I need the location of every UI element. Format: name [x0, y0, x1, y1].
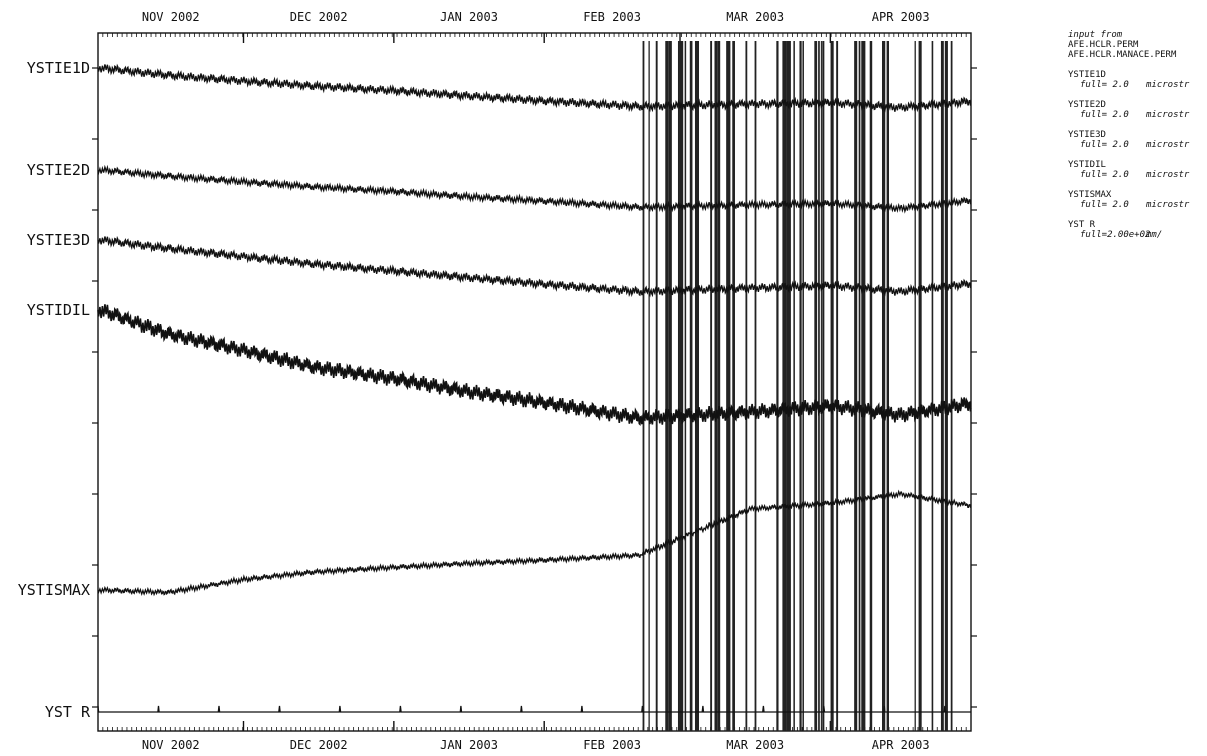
series-line-ystie3d	[97, 235, 972, 298]
legend-entry-fullscale: full= 2.0	[1080, 200, 1129, 210]
month-ticks	[97, 33, 972, 731]
legend-entry-name: YSTIE1D	[1068, 70, 1106, 80]
y-ticks	[92, 67, 977, 708]
month-label-top: JAN 2003	[440, 10, 498, 24]
legend-source-1: AFE.HCLR.PERM	[1068, 40, 1139, 50]
month-label-top: APR 2003	[872, 10, 930, 24]
legend-entry-name: YST R	[1068, 220, 1096, 230]
month-label-bottom: NOV 2002	[142, 738, 200, 752]
series-label-ystie3d: YSTIE3D	[27, 231, 90, 249]
legend-entry-name: YSTIDIL	[1068, 160, 1106, 170]
month-label-bottom: JAN 2003	[440, 738, 498, 752]
series-label-ystie2d: YSTIE2D	[27, 161, 90, 179]
legend-input-title: input from	[1068, 30, 1123, 40]
legend-entry-row: full= 2.0 microstr	[1068, 140, 1207, 150]
legend-entry-fullscale: full=2.00e+02	[1080, 230, 1151, 240]
legend-input-block: input from AFE.HCLR.PERM AFE.HCLR.MANACE…	[1068, 30, 1207, 60]
top-month-labels: NOV 2002 DEC 2002 JAN 2003 FEB 2003 MAR 2003…	[142, 10, 930, 24]
data-dropout-spikes	[642, 41, 953, 731]
legend-entry: YSTIE1D full= 2.0 microstr	[1068, 70, 1207, 90]
month-label-top: FEB 2003	[583, 10, 641, 24]
legend-entry-row: full= 2.0 microstr	[1068, 110, 1207, 120]
legend-entry: YSTISMAX full= 2.0 microstr	[1068, 190, 1207, 210]
month-label-top: DEC 2002	[290, 10, 348, 24]
month-label-top: MAR 2003	[726, 10, 784, 24]
legend-entry-unit: microstr	[1146, 140, 1190, 150]
legend-entry-fullscale: full= 2.0	[1080, 80, 1129, 90]
legend-entry-row: full=2.00e+02 mm/	[1068, 230, 1207, 240]
legend-entry-unit: microstr	[1146, 80, 1190, 90]
plot-frame	[97, 32, 972, 732]
month-label-bottom: DEC 2002	[290, 738, 348, 752]
legend-entry: YSTIDIL full= 2.0 microstr	[1068, 160, 1207, 180]
legend-entry-fullscale: full= 2.0	[1080, 140, 1129, 150]
series-labels: YSTIE1D YSTIE2D YSTIE3D YSTIDIL YSTISMAX YST …	[18, 59, 91, 721]
legend-entry-fullscale: full= 2.0	[1080, 110, 1129, 120]
legend-entry-unit: mm/	[1146, 230, 1163, 240]
legend-entry-name: YSTIE2D	[1068, 100, 1106, 110]
legend-series-list: YSTIE1D full= 2.0 microstr YSTIE2D full= 2.0…	[1068, 70, 1207, 240]
legend-entry-unit: microstr	[1146, 110, 1190, 120]
month-label-top: NOV 2002	[142, 10, 200, 24]
bottom-month-labels: NOV 2002 DEC 2002 JAN 2003 FEB 2003 MAR 2003…	[142, 738, 930, 752]
month-label-bottom: FEB 2003	[583, 738, 641, 752]
legend: input from AFE.HCLR.PERM AFE.HCLR.MANACE…	[1068, 30, 1207, 250]
series-line-yst-r	[97, 705, 971, 713]
series-line-ystie1d	[97, 63, 972, 113]
series-line-ystie2d	[97, 164, 972, 214]
legend-entry-name: YSTISMAX	[1068, 190, 1112, 200]
legend-entry: YSTIE3D full= 2.0 microstr	[1068, 130, 1207, 150]
series-lines	[97, 63, 972, 713]
legend-entry-row: full= 2.0 microstr	[1068, 80, 1207, 90]
series-label-ystidil: YSTIDIL	[27, 301, 90, 319]
legend-entry-fullscale: full= 2.0	[1080, 170, 1129, 180]
legend-entry-name: YSTIE3D	[1068, 130, 1106, 140]
legend-entry-unit: microstr	[1146, 170, 1190, 180]
series-label-yst-r: YST R	[45, 703, 91, 721]
series-label-ystie1d: YSTIE1D	[27, 59, 90, 77]
month-label-bottom: MAR 2003	[726, 738, 784, 752]
legend-entry-row: full= 2.0 microstr	[1068, 200, 1207, 210]
legend-entry-row: full= 2.0 microstr	[1068, 170, 1207, 180]
legend-entry-unit: microstr	[1146, 200, 1190, 210]
legend-entry: YSTIE2D full= 2.0 microstr	[1068, 100, 1207, 120]
series-label-ystismax: YSTISMAX	[18, 581, 90, 599]
legend-source-2: AFE.HCLR.MANACE.PERM	[1068, 50, 1177, 60]
month-label-bottom: APR 2003	[872, 738, 930, 752]
series-line-ystidil	[97, 304, 972, 426]
series-line-ystismax	[97, 489, 972, 597]
